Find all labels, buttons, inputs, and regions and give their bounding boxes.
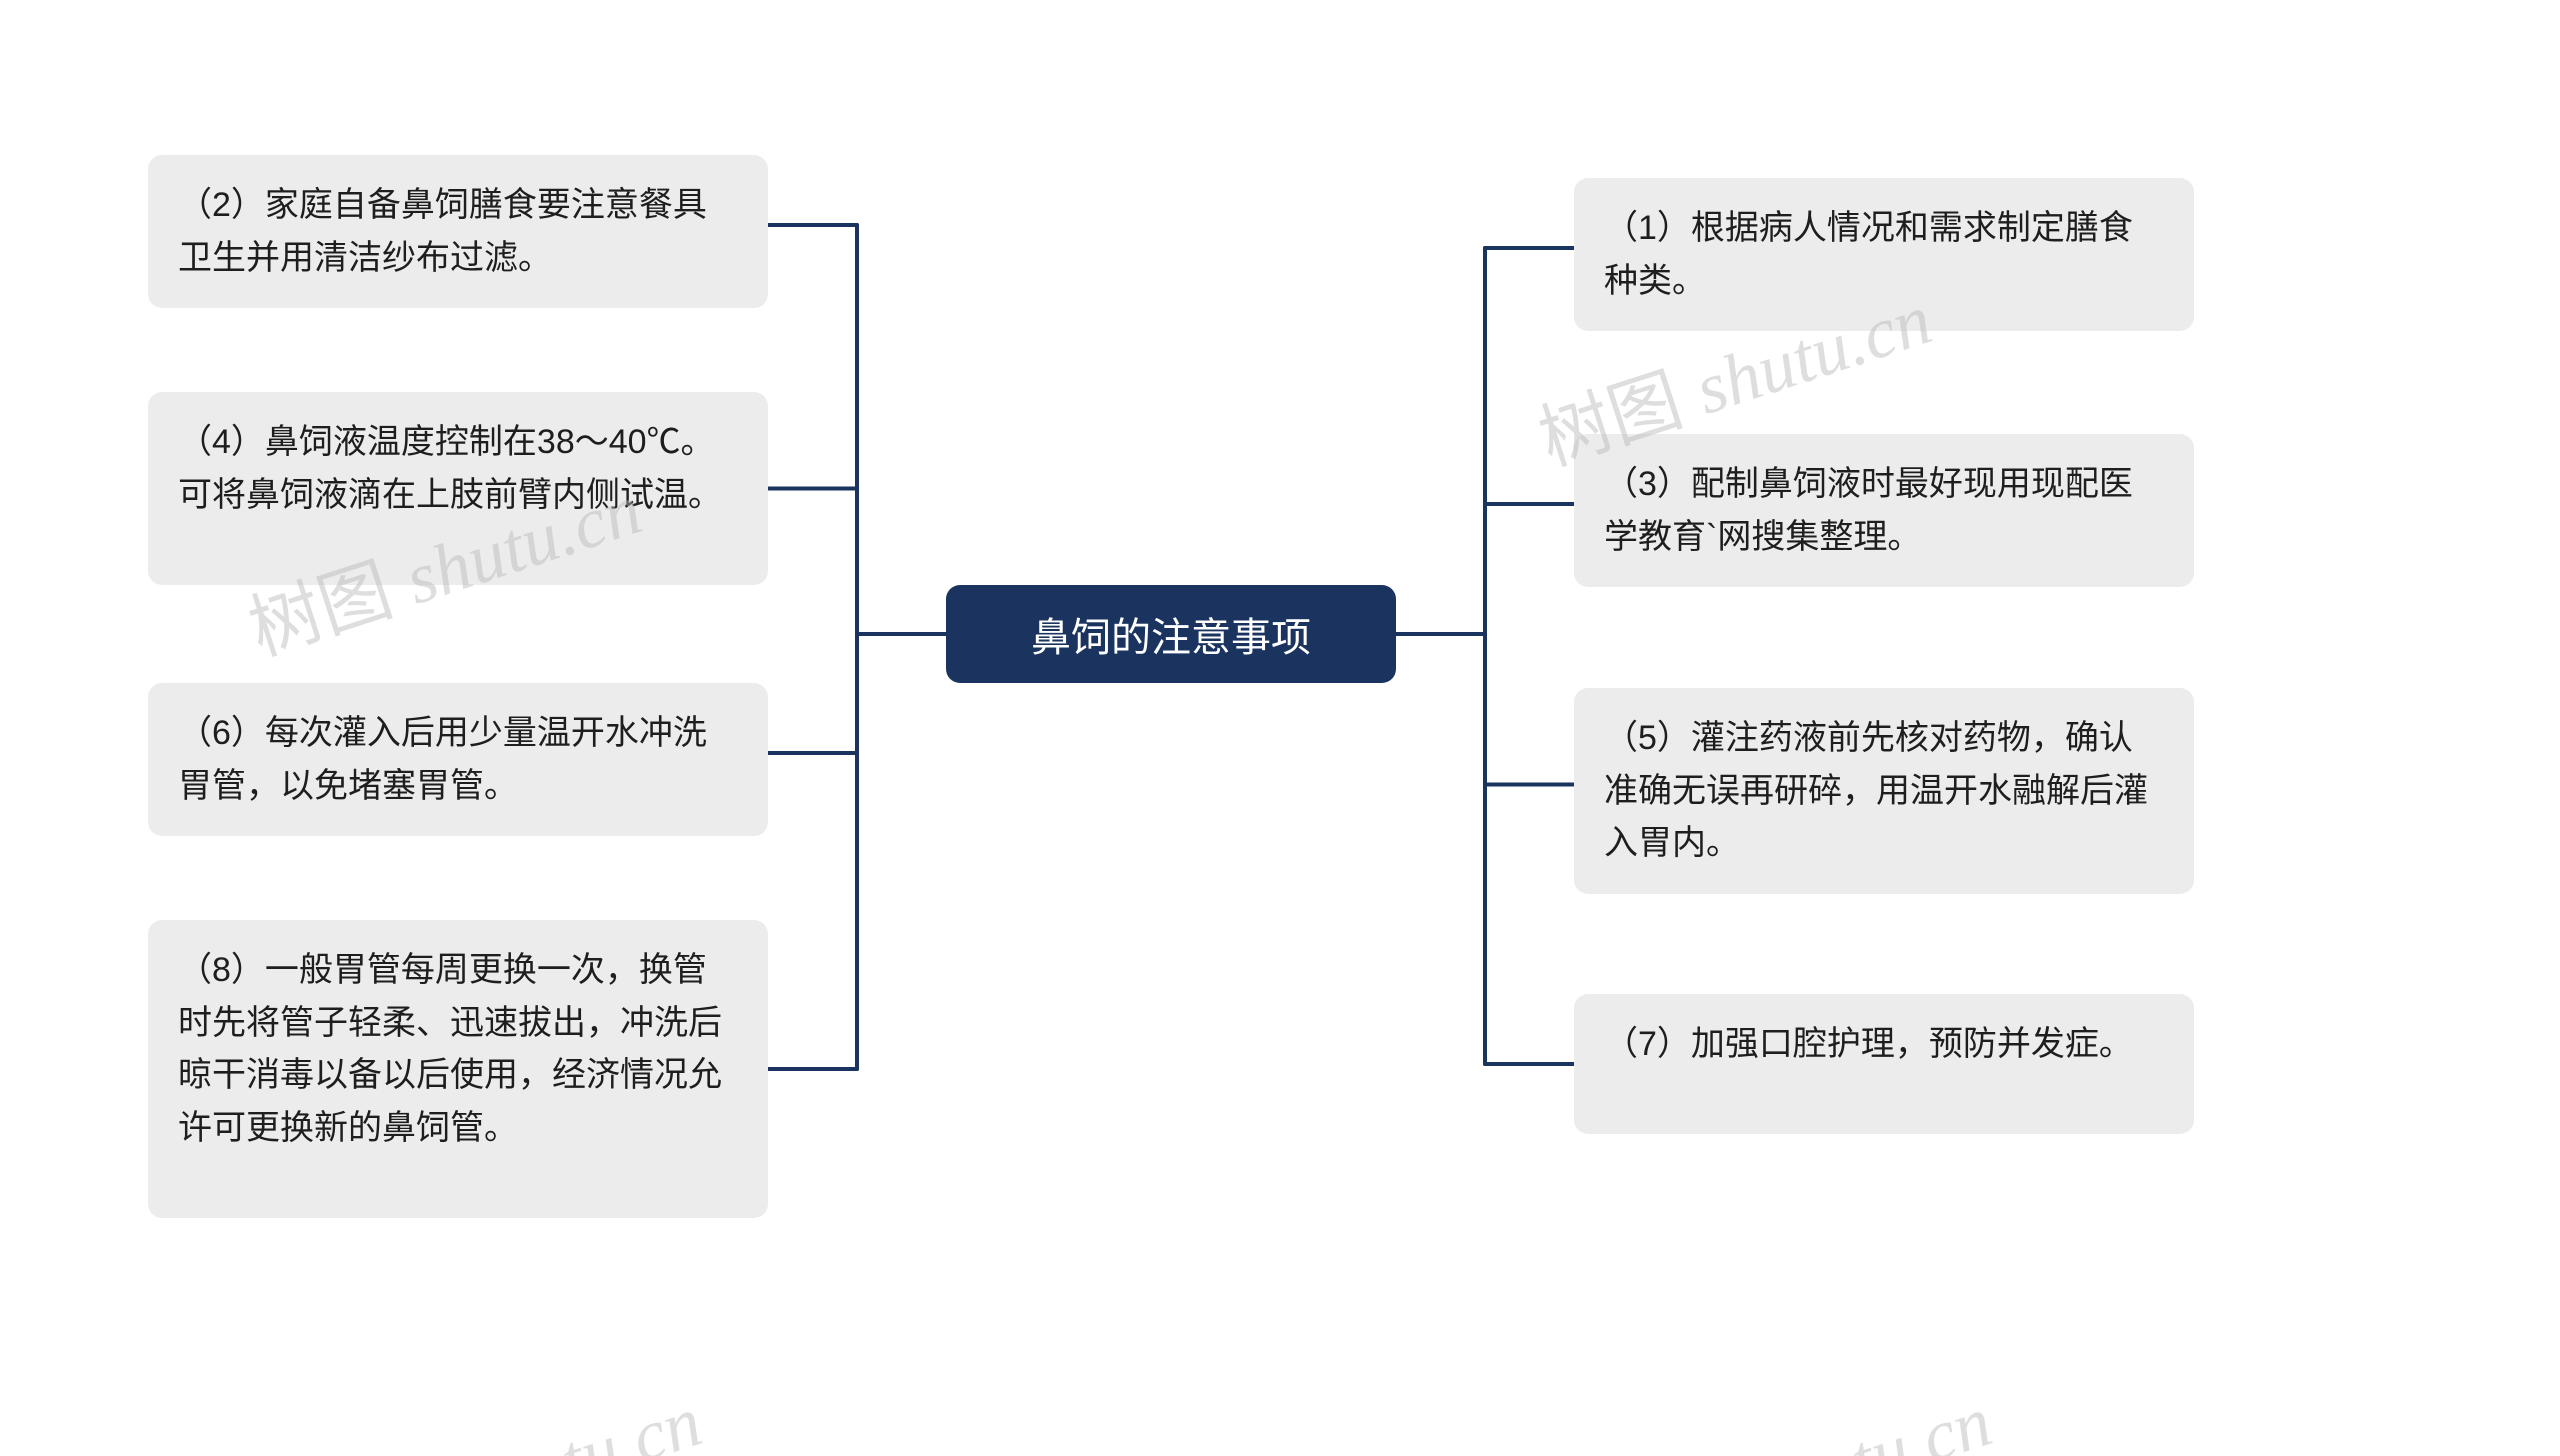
right-leaf-3: （7）加强口腔护理，预防并发症。	[1574, 994, 2194, 1134]
right-leaf-2: （5）灌注药液前先核对药物，确认准确无误再研碎，用温开水融解后灌入胃内。	[1574, 688, 2194, 894]
right-leaf-1: （3）配制鼻饲液时最好现用现配医学教育`网搜集整理。	[1574, 434, 2194, 587]
watermark-en: tu.cn	[1841, 1381, 2001, 1456]
left-leaf-3: （8）一般胃管每周更换一次，换管时先将管子轻柔、迅速拔出，冲洗后晾干消毒以备以后…	[148, 920, 768, 1218]
watermark-en: tu.cn	[551, 1381, 711, 1456]
watermark-2: tu.cn	[551, 1380, 712, 1456]
left-leaf-1: （4）鼻饲液温度控制在38～40℃。可将鼻饲液滴在上肢前臂内侧试温。	[148, 392, 768, 585]
center-node: 鼻饲的注意事项	[946, 585, 1396, 683]
mindmap-canvas: 鼻饲的注意事项 （2）家庭自备鼻饲膳食要注意餐具卫生并用清洁纱布过滤。 （4）鼻饲液…	[0, 0, 2560, 1456]
left-leaf-2: （6）每次灌入后用少量温开水冲洗胃管，以免堵塞胃管。	[148, 683, 768, 836]
right-leaf-0: （1）根据病人情况和需求制定膳食种类。	[1574, 178, 2194, 331]
watermark-3: tu.cn	[1841, 1380, 2002, 1456]
left-leaf-0: （2）家庭自备鼻饲膳食要注意餐具卫生并用清洁纱布过滤。	[148, 155, 768, 308]
